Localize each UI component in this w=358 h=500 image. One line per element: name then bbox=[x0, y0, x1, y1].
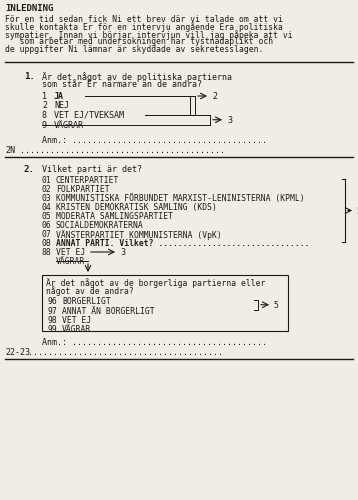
Text: MODERATA SAMLINGSPARTIET: MODERATA SAMLINGSPARTIET bbox=[56, 212, 173, 221]
Text: 1.: 1. bbox=[24, 72, 35, 81]
Text: 02: 02 bbox=[42, 185, 52, 194]
Text: ANNAT PARTI. Vilket? ...............................: ANNAT PARTI. Vilket? ...................… bbox=[56, 239, 310, 248]
Text: Är det något av de politiska partierna: Är det något av de politiska partierna bbox=[42, 72, 232, 82]
Text: VÄGRAR: VÄGRAR bbox=[62, 326, 91, 334]
Text: VÄNSTERPARTIET KOMMUNISTERNA (VpK): VÄNSTERPARTIET KOMMUNISTERNA (VpK) bbox=[56, 230, 222, 240]
Text: något av de andra?: något av de andra? bbox=[46, 286, 134, 296]
Text: ANNAT ÄN BORGERLIGT: ANNAT ÄN BORGERLIGT bbox=[62, 306, 155, 316]
Text: 97: 97 bbox=[48, 306, 58, 316]
Text: 1: 1 bbox=[42, 92, 47, 101]
Text: 96: 96 bbox=[48, 297, 58, 306]
Text: skulle kontakta Er för en intervju angående Era politiska: skulle kontakta Er för en intervju angåe… bbox=[5, 22, 283, 32]
Text: 3: 3 bbox=[120, 248, 125, 257]
Text: 2N: 2N bbox=[5, 146, 15, 155]
Text: 05: 05 bbox=[42, 212, 52, 221]
Bar bbox=[42, 275, 288, 331]
Text: 03: 03 bbox=[42, 194, 52, 203]
Text: 07: 07 bbox=[42, 230, 52, 239]
Text: som arbetar med undersökningen har tystnadaplikt och: som arbetar med undersökningen har tystn… bbox=[5, 38, 273, 46]
Text: 5: 5 bbox=[356, 206, 358, 216]
Text: 06: 06 bbox=[42, 221, 52, 230]
Text: VET EJ: VET EJ bbox=[62, 316, 91, 325]
Text: VET EJ/TVEKSAM: VET EJ/TVEKSAM bbox=[54, 111, 124, 120]
Text: 9: 9 bbox=[42, 120, 47, 130]
Text: 2.: 2. bbox=[24, 165, 35, 174]
Text: de uppgifter Ni lämnar är skyddade av sekretesslagen.: de uppgifter Ni lämnar är skyddade av se… bbox=[5, 45, 263, 54]
Text: SOCIALDEMOKRATERNA: SOCIALDEMOKRATERNA bbox=[56, 221, 144, 230]
Text: VÄGRAR: VÄGRAR bbox=[54, 120, 84, 130]
Text: 2: 2 bbox=[212, 92, 217, 101]
Text: 98: 98 bbox=[48, 316, 58, 325]
Text: sympatier. Innan vi börjar intervjun vill jag påpeka att vi: sympatier. Innan vi börjar intervjun vil… bbox=[5, 30, 292, 40]
Text: 04: 04 bbox=[42, 203, 52, 212]
Text: .......................................: ....................................... bbox=[28, 348, 223, 357]
Text: INLEDNING: INLEDNING bbox=[5, 4, 53, 13]
Text: 5: 5 bbox=[273, 300, 278, 310]
Text: 3: 3 bbox=[227, 116, 232, 124]
Text: 01: 01 bbox=[42, 176, 52, 185]
Text: VET EJ: VET EJ bbox=[56, 248, 85, 257]
Text: .........................................: ........................................… bbox=[20, 146, 225, 155]
Text: JA: JA bbox=[54, 92, 64, 101]
Text: KRISTEN DEMOKRATISK SAMLING (KDS): KRISTEN DEMOKRATISK SAMLING (KDS) bbox=[56, 203, 217, 212]
Text: FOLKPARTIET: FOLKPARTIET bbox=[56, 185, 110, 194]
Text: VÄGRAR: VÄGRAR bbox=[56, 257, 85, 266]
Text: Anm.: .......................................: Anm.: ..................................… bbox=[42, 136, 267, 145]
Text: 8: 8 bbox=[42, 111, 47, 120]
Text: NEJ: NEJ bbox=[54, 102, 69, 110]
Text: CENTERPARTIET: CENTERPARTIET bbox=[56, 176, 119, 185]
Text: 99: 99 bbox=[48, 326, 58, 334]
Text: 08: 08 bbox=[42, 239, 52, 248]
Text: Vilket parti är det?: Vilket parti är det? bbox=[42, 165, 142, 174]
Text: 22-23: 22-23 bbox=[5, 348, 30, 357]
Text: Anm.: .......................................: Anm.: ..................................… bbox=[42, 338, 267, 347]
Text: KOMMUNISTISKA FÖRBUNDET MARXIST-LENINISTERNA (KPML): KOMMUNISTISKA FÖRBUNDET MARXIST-LENINIST… bbox=[56, 194, 305, 203]
Text: BORGERLIGT: BORGERLIGT bbox=[62, 297, 111, 306]
Text: 88: 88 bbox=[42, 248, 52, 257]
Text: För en tid sedan fick Ni ett brev där vi talade om att vi: För en tid sedan fick Ni ett brev där vi… bbox=[5, 15, 283, 24]
Text: Är det något av de borgerliga partierna eller: Är det något av de borgerliga partierna … bbox=[46, 278, 265, 288]
Text: som står Er närmare än de andra?: som står Er närmare än de andra? bbox=[42, 80, 202, 89]
Text: 2: 2 bbox=[42, 102, 47, 110]
